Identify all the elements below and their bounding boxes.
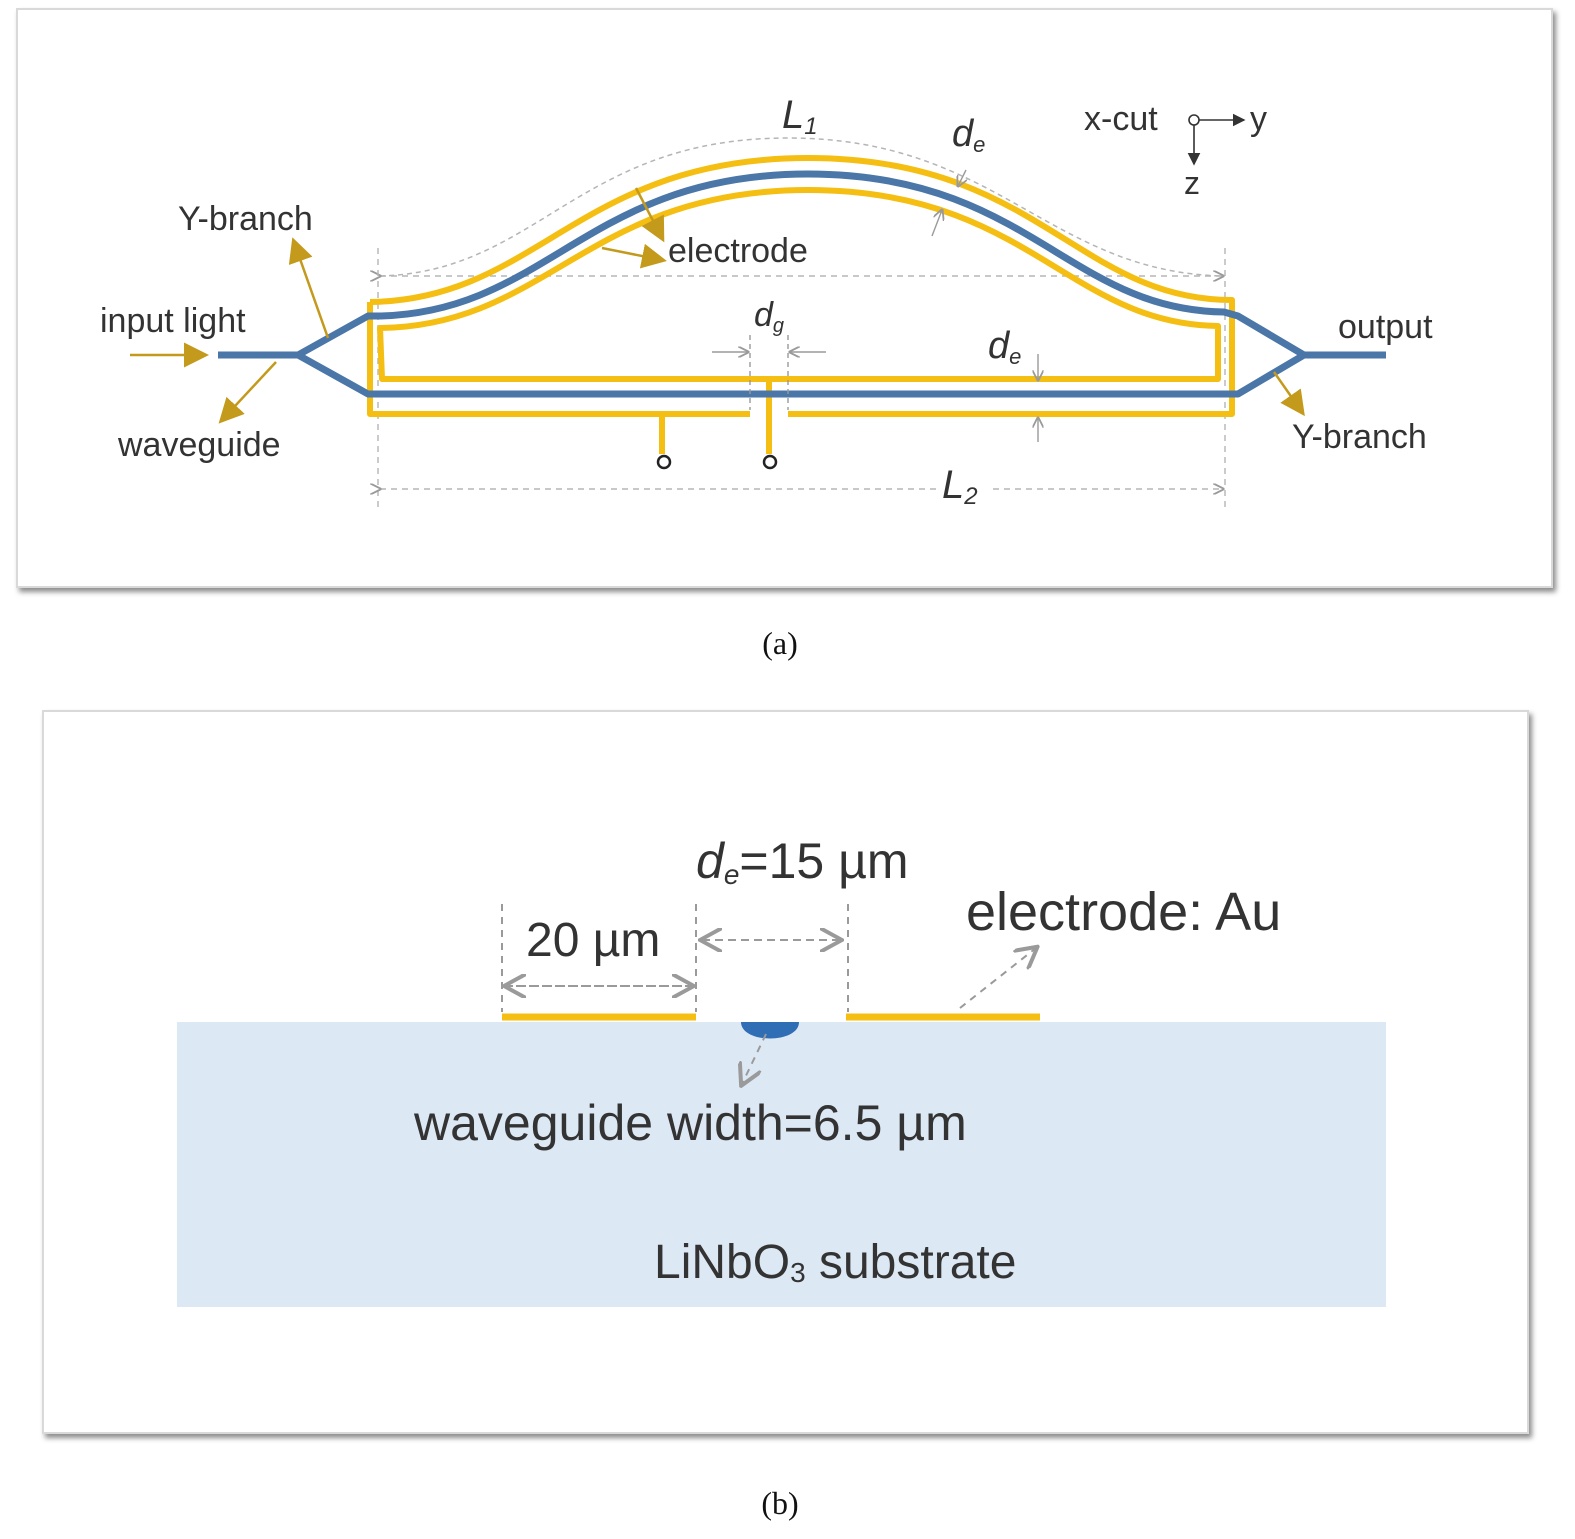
top-view-panel: L1 de x-cut y z Y-branch electrode input…	[16, 8, 1553, 588]
waveguide-width-label: waveguide width=6.5 µm	[413, 1095, 967, 1151]
y-axis-label: y	[1250, 100, 1267, 138]
l1-guide-curve	[379, 137, 1224, 277]
y-branch-right-label: Y-branch	[1292, 418, 1427, 456]
electrode-pattern	[367, 155, 1235, 454]
waveguide-label: waveguide	[117, 426, 281, 464]
z-axis-label: z	[1184, 165, 1200, 201]
axis-triad	[1187, 113, 1246, 166]
l1-label: L1	[782, 93, 818, 140]
gap-dimension	[712, 169, 1038, 442]
substrate-label: LiNbO3 substrate	[654, 1236, 1016, 1289]
panel-a-caption: (a)	[762, 625, 798, 661]
annotation-arrows	[130, 187, 1305, 424]
waveguide-path	[218, 170, 1386, 398]
electrode-material-label: electrode: Au	[966, 882, 1281, 942]
de-label-middle: de	[988, 325, 1021, 369]
panel-b-caption: (b)	[761, 1485, 799, 1521]
electrode-width-label: 20 µm	[526, 914, 660, 967]
output-label: output	[1338, 308, 1433, 346]
electrode-label: electrode	[668, 232, 808, 270]
x-cut-label: x-cut	[1084, 100, 1158, 138]
substrate-block	[177, 1022, 1386, 1307]
de-value-label: de=15 µm	[696, 833, 909, 890]
electrode-pad-right	[762, 454, 778, 470]
top-view-diagram: L1 de x-cut y z Y-branch electrode input…	[100, 93, 1433, 510]
cross-section-panel: de=15 µm 20 µm electrode: Au waveguide w…	[42, 710, 1529, 1434]
de-label-top: de	[952, 113, 985, 157]
dimension-guides	[501, 904, 1036, 1084]
dg-label: dg	[754, 296, 784, 337]
electrode-pad-left	[656, 454, 672, 470]
waveguide-cross-section	[741, 1022, 799, 1039]
l2-label: L2	[942, 463, 978, 510]
cross-section-diagram: de=15 µm 20 µm electrode: Au waveguide w…	[177, 833, 1386, 1307]
y-branch-left-label: Y-branch	[178, 200, 313, 238]
input-light-label: input light	[100, 302, 246, 340]
